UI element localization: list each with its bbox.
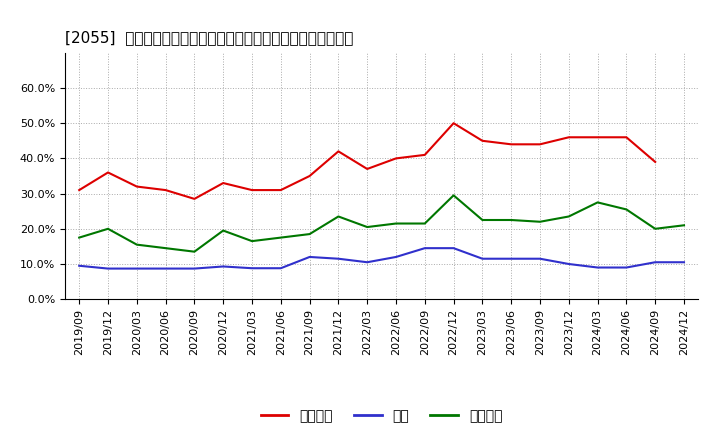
買入債務 xyxy=(478,217,487,223)
在庫 xyxy=(449,246,458,251)
在庫 xyxy=(161,266,170,271)
買入債務 xyxy=(651,226,660,231)
在庫 xyxy=(507,256,516,261)
在庫 xyxy=(363,260,372,265)
売上債権 xyxy=(305,173,314,179)
買入債務 xyxy=(305,231,314,237)
在庫 xyxy=(593,265,602,270)
買入債務 xyxy=(276,235,285,240)
買入債務 xyxy=(507,217,516,223)
買入債務 xyxy=(190,249,199,254)
在庫 xyxy=(248,266,256,271)
売上債権 xyxy=(392,156,400,161)
買入債務 xyxy=(219,228,228,233)
売上債権 xyxy=(363,166,372,172)
在庫 xyxy=(622,265,631,270)
在庫 xyxy=(651,260,660,265)
買入債務 xyxy=(334,214,343,219)
在庫 xyxy=(305,254,314,260)
在庫 xyxy=(190,266,199,271)
売上債権 xyxy=(75,187,84,193)
売上債権 xyxy=(651,159,660,165)
Line: 在庫: 在庫 xyxy=(79,248,684,268)
買入債務 xyxy=(680,223,688,228)
Line: 買入債務: 買入債務 xyxy=(79,195,684,252)
在庫 xyxy=(334,256,343,261)
在庫 xyxy=(478,256,487,261)
売上債権 xyxy=(104,170,112,175)
売上債権 xyxy=(219,180,228,186)
売上債権 xyxy=(334,149,343,154)
在庫 xyxy=(680,260,688,265)
Text: [2055]  売上債権、在庫、買入債務の総資産に対する比率の推移: [2055] 売上債権、在庫、買入債務の総資産に対する比率の推移 xyxy=(65,29,354,45)
買入債務 xyxy=(161,246,170,251)
売上債権 xyxy=(564,135,573,140)
売上債権 xyxy=(536,142,544,147)
売上債権 xyxy=(593,135,602,140)
買入債務 xyxy=(449,193,458,198)
売上債権 xyxy=(276,187,285,193)
買入債務 xyxy=(564,214,573,219)
Line: 売上債権: 売上債権 xyxy=(79,123,655,199)
在庫 xyxy=(420,246,429,251)
売上債権 xyxy=(132,184,141,189)
買入債務 xyxy=(132,242,141,247)
在庫 xyxy=(276,266,285,271)
在庫 xyxy=(392,254,400,260)
買入債務 xyxy=(363,224,372,230)
買入債務 xyxy=(593,200,602,205)
買入債務 xyxy=(104,226,112,231)
売上債権 xyxy=(161,187,170,193)
在庫 xyxy=(219,264,228,269)
在庫 xyxy=(564,261,573,267)
在庫 xyxy=(132,266,141,271)
Legend: 売上債権, 在庫, 買入債務: 売上債権, 在庫, 買入債務 xyxy=(255,403,508,429)
売上債権 xyxy=(622,135,631,140)
売上債権 xyxy=(420,152,429,158)
売上債権 xyxy=(507,142,516,147)
在庫 xyxy=(536,256,544,261)
買入債務 xyxy=(75,235,84,240)
買入債務 xyxy=(392,221,400,226)
在庫 xyxy=(104,266,112,271)
買入債務 xyxy=(536,219,544,224)
買入債務 xyxy=(420,221,429,226)
売上債権 xyxy=(190,196,199,202)
買入債務 xyxy=(622,207,631,212)
買入債務 xyxy=(248,238,256,244)
在庫 xyxy=(75,263,84,268)
売上債権 xyxy=(248,187,256,193)
売上債権 xyxy=(449,121,458,126)
売上債権 xyxy=(478,138,487,143)
